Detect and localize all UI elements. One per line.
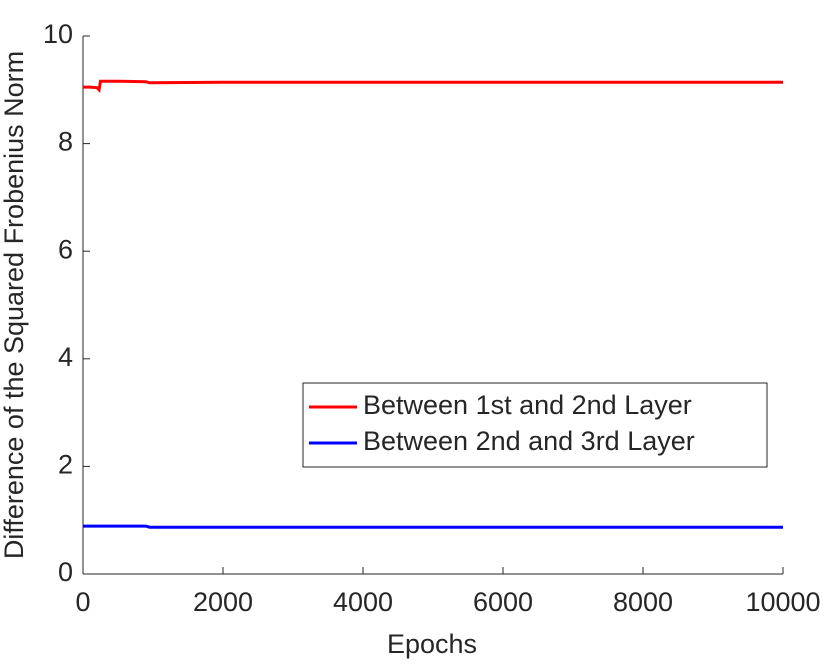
x-tick-label: 4000	[333, 587, 393, 617]
legend-box	[302, 382, 768, 468]
y-axis-label: Difference of the Squared Frobenius Norm	[0, 51, 29, 559]
y-tick-label: 4	[58, 342, 73, 372]
x-tick-label: 2000	[193, 587, 253, 617]
x-tick-label: 6000	[473, 587, 533, 617]
x-axis-label: Epochs	[387, 629, 477, 659]
series-line	[83, 79, 783, 93]
y-tick-label: 0	[58, 557, 73, 587]
x-tick-label: 10000	[745, 587, 820, 617]
y-tick-label: 6	[58, 234, 73, 264]
y-tick-label: 2	[58, 450, 73, 480]
legend-label: Between 1st and 2nd Layer	[363, 390, 692, 420]
y-tick-label: 8	[58, 127, 73, 157]
y-tick-label: 10	[43, 19, 73, 49]
series-line	[83, 524, 783, 529]
x-tick-label: 0	[75, 587, 90, 617]
legend-label: Between 2nd and 3rd Layer	[363, 426, 695, 456]
x-tick-label: 8000	[613, 587, 673, 617]
